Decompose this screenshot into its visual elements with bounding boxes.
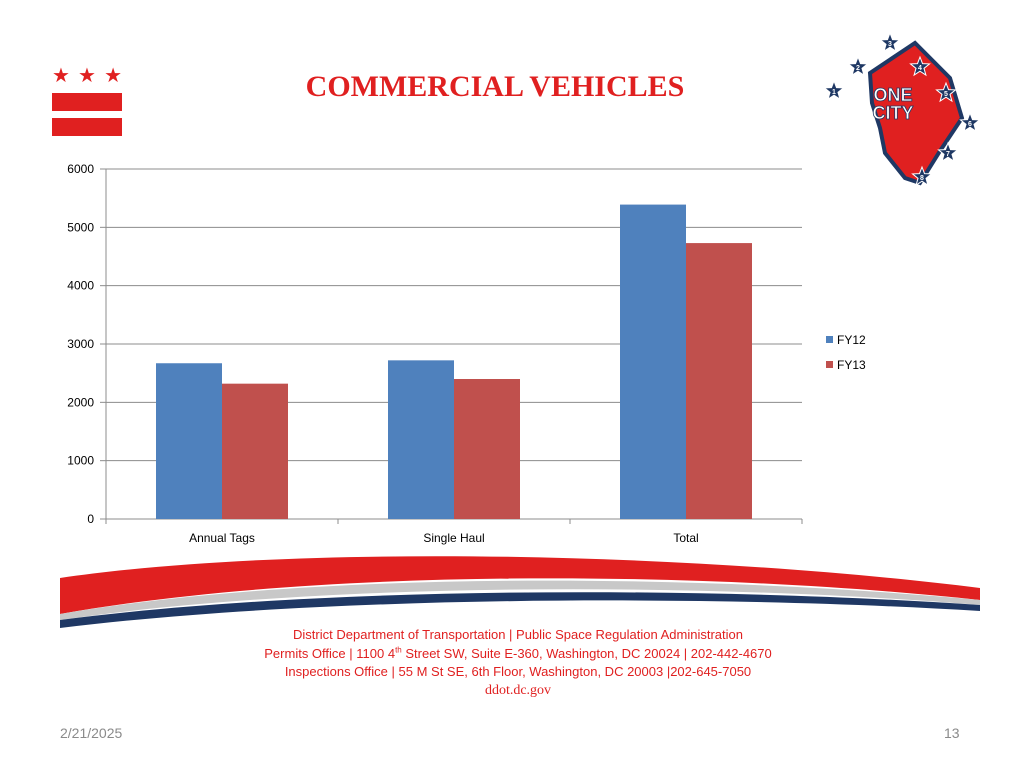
logo-star-number: 5 bbox=[944, 91, 948, 98]
logo-star-icon bbox=[959, 111, 981, 133]
logo-star-number: 7 bbox=[946, 151, 950, 158]
decorative-swoosh bbox=[60, 556, 980, 628]
logo-star-icon bbox=[823, 79, 845, 101]
slide-page-number: 13 bbox=[944, 725, 960, 741]
flag-bar-bottom bbox=[52, 118, 122, 136]
dc-flag-logo: ★ ★ ★ bbox=[52, 66, 122, 138]
legend: FY12 FY13 bbox=[826, 333, 866, 372]
logo-stars: 1 2 3 4 5 6 7 8 bbox=[823, 33, 981, 187]
footer-line-inspections: Inspections Office | 55 M St SE, 6th Flo… bbox=[284, 664, 752, 679]
footer-website: ddot.dc.gov bbox=[484, 682, 552, 698]
y-tick-label: 0 bbox=[87, 512, 94, 526]
flag-star-icon: ★ bbox=[78, 65, 96, 87]
bars bbox=[156, 204, 752, 520]
legend-swatch bbox=[826, 336, 833, 343]
x-tick-label: Annual Tags bbox=[189, 531, 255, 545]
y-tick-label: 5000 bbox=[67, 220, 94, 234]
logo-text-one: ONE bbox=[873, 85, 912, 105]
logo-star-icon bbox=[937, 141, 959, 163]
x-tick-label: Total bbox=[673, 531, 698, 545]
legend-swatch bbox=[826, 361, 833, 368]
logo-star-icon bbox=[879, 33, 901, 53]
logo-star-number: 4 bbox=[918, 65, 922, 72]
legend-label: FY13 bbox=[837, 358, 866, 372]
y-axis-ticks: 0 1000 2000 3000 4000 5000 6000 bbox=[67, 162, 106, 526]
flag-star-icon: ★ bbox=[104, 65, 122, 87]
x-axis-ticks: Annual Tags Single Haul Total bbox=[105, 519, 803, 545]
logo-star-icon bbox=[847, 55, 869, 77]
logo-star-number: 2 bbox=[856, 65, 860, 72]
flag-star-icon: ★ bbox=[52, 65, 70, 87]
logo-star-number: 3 bbox=[888, 41, 892, 48]
y-tick-label: 4000 bbox=[67, 279, 94, 293]
flag-stars: ★ ★ ★ bbox=[52, 66, 122, 86]
slide-date: 2/21/2025 bbox=[60, 725, 123, 741]
x-tick-label: Single Haul bbox=[423, 531, 484, 545]
legend-label: FY12 bbox=[837, 333, 866, 347]
one-city-logo: ONE CITY 1 2 3 4 5 6 7 8 bbox=[823, 33, 981, 187]
bar-chart: 0 1000 2000 3000 4000 5000 6000 Annual Tags Sin… bbox=[67, 162, 866, 545]
logo-star-number: 8 bbox=[920, 175, 924, 182]
y-tick-label: 1000 bbox=[67, 454, 94, 468]
bar-fy13-single-haul bbox=[454, 379, 520, 519]
logo-text-city: CITY bbox=[872, 103, 913, 123]
logo-star-number: 6 bbox=[968, 121, 972, 128]
logo-star-icon bbox=[935, 81, 957, 103]
flag-bar-top bbox=[52, 93, 122, 111]
y-tick-label: 2000 bbox=[67, 395, 94, 409]
bar-fy13-annual-tags bbox=[222, 383, 288, 519]
footer-line-permits: Permits Office | 1100 4th Street SW, Sui… bbox=[264, 645, 772, 661]
y-tick-label: 6000 bbox=[67, 162, 94, 176]
bar-fy13-total bbox=[686, 243, 752, 519]
footer-contact-info: District Department of Transportation | … bbox=[180, 626, 856, 700]
bar-fy12-single-haul bbox=[388, 360, 454, 519]
footer-line-agency: District Department of Transportation | … bbox=[293, 627, 743, 642]
slide-title: COMMERCIAL VEHICLES bbox=[305, 70, 685, 103]
bar-fy12-annual-tags bbox=[156, 363, 222, 519]
logo-star-number: 1 bbox=[832, 89, 836, 96]
logo-star-icon bbox=[911, 165, 933, 187]
bar-fy12-total bbox=[620, 204, 686, 520]
logo-star-icon bbox=[909, 55, 931, 77]
y-tick-label: 3000 bbox=[67, 337, 94, 351]
